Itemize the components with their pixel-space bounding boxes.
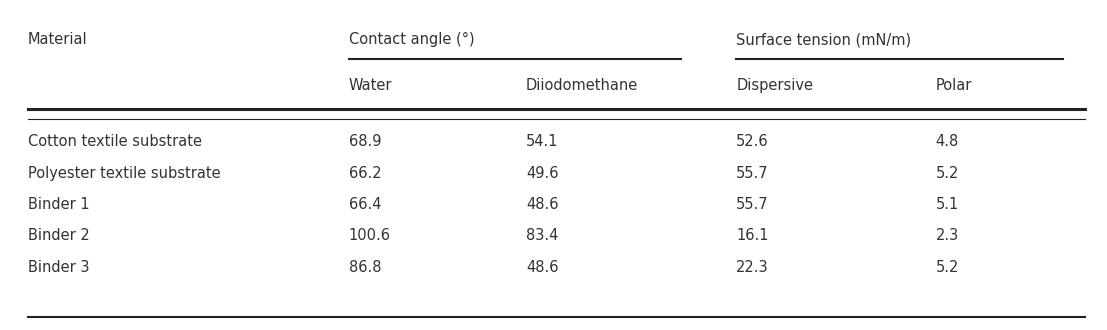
Text: Binder 2: Binder 2 bbox=[28, 228, 90, 244]
Text: 66.2: 66.2 bbox=[349, 166, 381, 181]
Text: 54.1: 54.1 bbox=[526, 134, 558, 149]
Text: 16.1: 16.1 bbox=[736, 228, 768, 244]
Text: Polar: Polar bbox=[935, 78, 972, 93]
Text: 5.2: 5.2 bbox=[935, 260, 959, 275]
Text: 100.6: 100.6 bbox=[349, 228, 391, 244]
Text: 49.6: 49.6 bbox=[526, 166, 558, 181]
Text: 22.3: 22.3 bbox=[736, 260, 768, 275]
Text: 66.4: 66.4 bbox=[349, 197, 381, 212]
Text: Binder 3: Binder 3 bbox=[28, 260, 90, 275]
Text: Material: Material bbox=[28, 32, 87, 47]
Text: Water: Water bbox=[349, 78, 392, 93]
Text: Diiodomethane: Diiodomethane bbox=[526, 78, 638, 93]
Text: Contact angle (°): Contact angle (°) bbox=[349, 32, 474, 47]
Text: 68.9: 68.9 bbox=[349, 134, 381, 149]
Text: 55.7: 55.7 bbox=[736, 166, 768, 181]
Text: Dispersive: Dispersive bbox=[736, 78, 814, 93]
Text: Cotton textile substrate: Cotton textile substrate bbox=[28, 134, 201, 149]
Text: 5.1: 5.1 bbox=[935, 197, 959, 212]
Text: 4.8: 4.8 bbox=[935, 134, 959, 149]
Text: 2.3: 2.3 bbox=[935, 228, 959, 244]
Text: Binder 1: Binder 1 bbox=[28, 197, 90, 212]
Text: 48.6: 48.6 bbox=[526, 260, 558, 275]
Text: 86.8: 86.8 bbox=[349, 260, 381, 275]
Text: Surface tension (mN/m): Surface tension (mN/m) bbox=[736, 32, 911, 47]
Text: Polyester textile substrate: Polyester textile substrate bbox=[28, 166, 220, 181]
Text: 48.6: 48.6 bbox=[526, 197, 558, 212]
Text: 52.6: 52.6 bbox=[736, 134, 768, 149]
Text: 55.7: 55.7 bbox=[736, 197, 768, 212]
Text: 5.2: 5.2 bbox=[935, 166, 959, 181]
Text: 83.4: 83.4 bbox=[526, 228, 558, 244]
